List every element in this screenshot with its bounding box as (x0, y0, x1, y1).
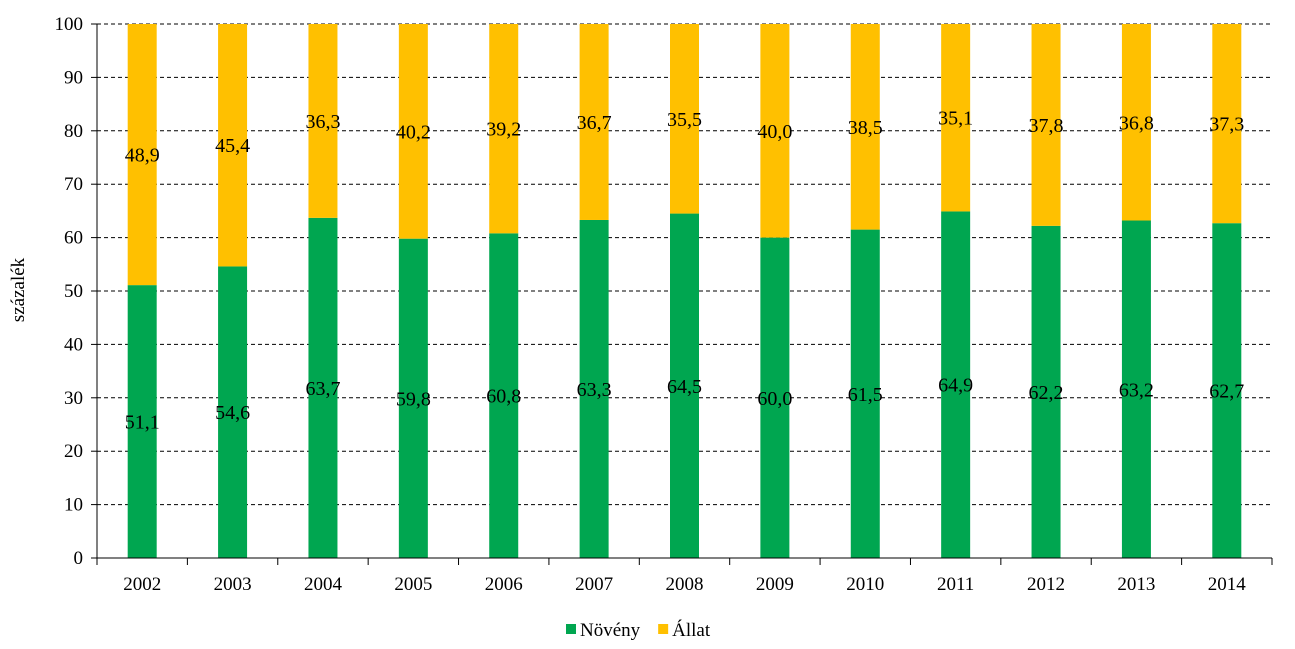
data-label-noveny: 64,9 (938, 375, 973, 397)
data-label-noveny: 63,2 (1119, 379, 1154, 401)
bar-noveny (1031, 225, 1061, 559)
bar-noveny (489, 233, 519, 558)
x-tick-label: 2002 (123, 574, 161, 595)
bar-allat (398, 24, 428, 239)
bar-allat (127, 24, 157, 286)
bar-noveny (398, 238, 428, 558)
x-tick-labels: 2002 2003 2004 2005 2006 2007 2008 2009 2010 2011… (123, 574, 1246, 595)
y-tick-label: 10 (64, 495, 83, 516)
data-label-noveny: 61,5 (848, 384, 883, 406)
y-tick-label: 90 (64, 67, 83, 88)
y-tick-label: 100 (55, 14, 84, 35)
legend-label-allat: Állat (672, 619, 711, 641)
y-axis-title: százalék (8, 257, 29, 322)
data-label-noveny: 63,7 (305, 378, 340, 400)
bar-allat (1031, 24, 1061, 226)
legend-label-noveny: Növény (580, 620, 641, 641)
bar-allat (308, 24, 338, 218)
x-tick-label: 2011 (937, 574, 974, 595)
x-tick-label: 2005 (394, 574, 432, 595)
x-tick-label: 2012 (1027, 574, 1065, 595)
axes (91, 23, 1273, 565)
data-label-noveny: 59,8 (396, 388, 431, 410)
data-label-allat: 39,2 (486, 119, 521, 141)
bar-allat (579, 24, 609, 220)
bar-noveny (1212, 223, 1242, 558)
data-label-allat: 36,7 (577, 112, 612, 134)
data-label-allat: 37,8 (1029, 115, 1064, 137)
data-label-allat: 45,4 (215, 135, 250, 157)
data-label-allat: 40,0 (757, 121, 792, 143)
bar-noveny (127, 285, 157, 558)
y-tick-label: 30 (64, 388, 83, 409)
bar-noveny (218, 266, 248, 558)
y-tick-label: 60 (64, 228, 83, 249)
x-tick-label: 2007 (575, 574, 613, 595)
bar-allat (670, 24, 699, 214)
data-label-noveny: 60,8 (486, 386, 521, 408)
y-tick-label: 80 (64, 121, 83, 142)
legend-swatch-noveny (566, 624, 576, 634)
y-tick-labels: 0 10 20 30 40 50 60 70 80 90 100 (55, 14, 84, 569)
x-tick-label: 2010 (846, 574, 884, 595)
bar-allat (1212, 24, 1242, 224)
bar-noveny (1121, 220, 1151, 558)
data-label-allat: 35,1 (938, 108, 973, 130)
data-label-noveny: 62,2 (1029, 382, 1064, 404)
y-tick-label: 70 (64, 174, 83, 195)
x-tick-label: 2013 (1117, 574, 1155, 595)
data-label-allat: 35,5 (667, 109, 702, 131)
bar-noveny (850, 229, 880, 558)
bar-allat (1121, 24, 1151, 221)
y-tick-label: 50 (64, 281, 83, 302)
x-tick-label: 2003 (214, 574, 252, 595)
data-label-noveny: 62,7 (1209, 381, 1244, 403)
data-label-allat: 38,5 (848, 117, 883, 139)
bar-noveny (941, 211, 971, 558)
y-tick-label: 20 (64, 441, 83, 462)
x-tick-label: 2014 (1208, 574, 1247, 595)
bars (127, 24, 1242, 559)
bar-allat (760, 24, 790, 238)
legend: Növény Állat (566, 619, 711, 641)
data-label-allat: 36,8 (1119, 112, 1154, 134)
data-label-noveny: 51,1 (125, 412, 160, 434)
data-label-allat: 36,3 (305, 111, 340, 133)
data-label-noveny: 54,6 (215, 402, 250, 424)
bar-noveny (670, 213, 699, 558)
x-tick-label: 2006 (485, 574, 523, 595)
bar-allat (941, 24, 971, 212)
legend-swatch-allat (658, 624, 669, 634)
y-tick-label: 40 (64, 334, 83, 355)
bar-allat (489, 24, 519, 234)
bar-noveny (308, 217, 338, 559)
bar-allat (218, 24, 248, 267)
data-label-allat: 40,2 (396, 121, 431, 143)
y-tick-label: 0 (74, 548, 84, 569)
data-label-noveny: 60,0 (757, 388, 792, 410)
bar-allat (850, 24, 880, 230)
bar-noveny (760, 237, 790, 558)
x-tick-label: 2008 (666, 574, 704, 595)
x-tick-label: 2004 (304, 574, 343, 595)
bar-noveny (579, 219, 609, 558)
x-tick-label: 2009 (756, 574, 794, 595)
data-labels: 51,1 48,9 54,6 45,4 63,7 36,3 59,8 40,2 60,8 39,2… (125, 108, 1245, 434)
data-label-noveny: 64,5 (667, 376, 702, 398)
data-label-allat: 48,9 (125, 145, 160, 167)
data-label-allat: 37,3 (1209, 114, 1244, 136)
data-label-noveny: 63,3 (577, 379, 612, 401)
